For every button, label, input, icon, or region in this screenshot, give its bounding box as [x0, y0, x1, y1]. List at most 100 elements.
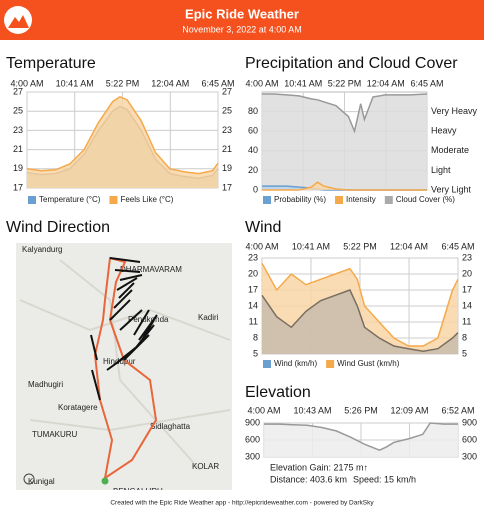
- y-tick-label: 17: [13, 182, 23, 192]
- y-tick-label-right: 600: [462, 434, 477, 444]
- x-tick-label: 6:45 AM: [441, 241, 474, 251]
- map-title: Wind Direction: [6, 219, 110, 236]
- y-tick-label: 19: [13, 163, 23, 173]
- logo-mountain: [8, 15, 29, 28]
- place-label: BENGALURU: [113, 487, 163, 496]
- y-tick-label-right: 8: [462, 332, 467, 342]
- y-tick-label: 17: [248, 284, 258, 294]
- x-tick-label: 4:00 AM: [245, 241, 278, 251]
- series-line: [261, 262, 459, 347]
- x-tick-label: 5:26 PM: [344, 405, 378, 415]
- place-label: DHARMAVARAM: [120, 265, 182, 274]
- legend-label: Wind (km/h): [274, 359, 317, 368]
- area-fill: [262, 290, 458, 354]
- y-tick-label: 20: [248, 268, 258, 278]
- y-tick-label: 20: [248, 165, 258, 175]
- y-tick-label: 80: [248, 106, 258, 116]
- x-tick-label: 12:04 AM: [390, 241, 428, 251]
- legend-label: Probability (%): [274, 195, 326, 204]
- info-icon: [23, 473, 35, 485]
- chart-title: Elevation: [245, 384, 311, 401]
- y-tick-label: 40: [248, 145, 258, 155]
- y-tick-label: 21: [13, 144, 23, 154]
- footer: Created with the Epic Ride Weather app -…: [110, 500, 374, 507]
- legend-swatch: [326, 360, 335, 368]
- stat-text: Speed: 15 km/h: [353, 474, 416, 484]
- x-tick-label: 10:41 AM: [56, 78, 94, 88]
- legend-label: Feels Like (°C): [120, 195, 173, 204]
- header-bar: [0, 0, 484, 40]
- place-label: Kunigal: [28, 477, 55, 486]
- place-label: Penukonda: [128, 315, 169, 324]
- x-tick-label: 4:00 AM: [247, 405, 280, 415]
- y-tick-label: 300: [245, 451, 260, 461]
- area-fill: [27, 96, 218, 188]
- stat-text: Distance: 403.6 km: [270, 474, 347, 484]
- y-tick-label-right: 17: [462, 284, 472, 294]
- y-tick-label: 27: [13, 86, 23, 96]
- y-tick-label: 0: [253, 184, 258, 194]
- place-label: Kadiri: [198, 313, 219, 322]
- place-label: Sidlaghatta: [150, 422, 191, 431]
- y2-tick-label: Heavy: [431, 126, 457, 136]
- series-line: [261, 289, 459, 353]
- y-tick-label-right: 23: [222, 125, 232, 135]
- y2-tick-label: Moderate: [431, 145, 469, 155]
- y-tick-label: 25: [13, 106, 23, 116]
- y-tick-label-right: 5: [462, 348, 467, 358]
- route: [93, 256, 158, 479]
- series-line: [264, 422, 458, 452]
- y-tick-label: 900: [245, 417, 260, 427]
- series-line: [262, 181, 427, 191]
- y2-tick-label: Very Light: [431, 184, 472, 194]
- ride-date: November 3, 2022 at 4:00 AM: [182, 24, 302, 34]
- x-tick-label: 5:22 PM: [328, 78, 362, 88]
- place-label: TUMAKURU: [32, 430, 78, 439]
- x-tick-label: 10:41 AM: [284, 78, 322, 88]
- y-tick-label-right: 14: [462, 300, 472, 310]
- stat-text: Elevation Gain: 2175 m↑: [270, 462, 368, 472]
- y-tick-label: 23: [248, 252, 258, 262]
- area-fill: [264, 423, 458, 457]
- x-tick-label: 4:00 AM: [245, 78, 278, 88]
- y-tick-label-right: 300: [462, 451, 477, 461]
- y-tick-label-right: 20: [462, 268, 472, 278]
- legend-swatch: [109, 196, 118, 204]
- place-label: Kalyandurg: [22, 245, 62, 254]
- y-tick-label-right: 11: [462, 316, 471, 326]
- chart-title: Wind: [245, 219, 281, 236]
- app-title: Epic Ride Weather: [185, 6, 299, 21]
- place-label: Koratagere: [58, 403, 98, 412]
- x-tick-label: 12:04 AM: [151, 78, 189, 88]
- x-tick-label: 5:22 PM: [106, 78, 140, 88]
- y-tick-label: 600: [245, 434, 260, 444]
- y-tick-label: 5: [253, 348, 258, 358]
- legend-swatch: [263, 360, 271, 368]
- chart-title: Temperature: [6, 55, 96, 72]
- map-bg: [16, 243, 232, 490]
- y-tick-label: 23: [13, 125, 23, 135]
- y-tick-label-right: 17: [222, 182, 232, 192]
- legend-label: Cloud Cover (%): [396, 195, 455, 204]
- x-tick-label: 6:45 AM: [410, 78, 443, 88]
- legend-swatch: [263, 196, 271, 204]
- x-tick-label: 6:45 AM: [201, 78, 234, 88]
- y-tick-label: 11: [249, 316, 258, 326]
- logo: [4, 6, 32, 34]
- y-tick-label-right: 19: [222, 163, 232, 173]
- series-line: [262, 93, 428, 134]
- y-tick-label-right: 21: [222, 144, 232, 154]
- y-tick-label: 60: [248, 126, 258, 136]
- start-point: [101, 477, 109, 485]
- legend-swatch: [384, 196, 393, 204]
- x-tick-label: 12:04 AM: [367, 78, 405, 88]
- y-tick-label-right: 25: [222, 106, 232, 116]
- area-fill: [262, 94, 427, 190]
- x-tick-label: 10:43 AM: [294, 405, 332, 415]
- y2-tick-label: Light: [431, 165, 451, 175]
- place-label: Madhugiri: [28, 380, 63, 389]
- legend-label: Temperature (°C): [39, 195, 101, 204]
- wind-arrows: [90, 257, 158, 401]
